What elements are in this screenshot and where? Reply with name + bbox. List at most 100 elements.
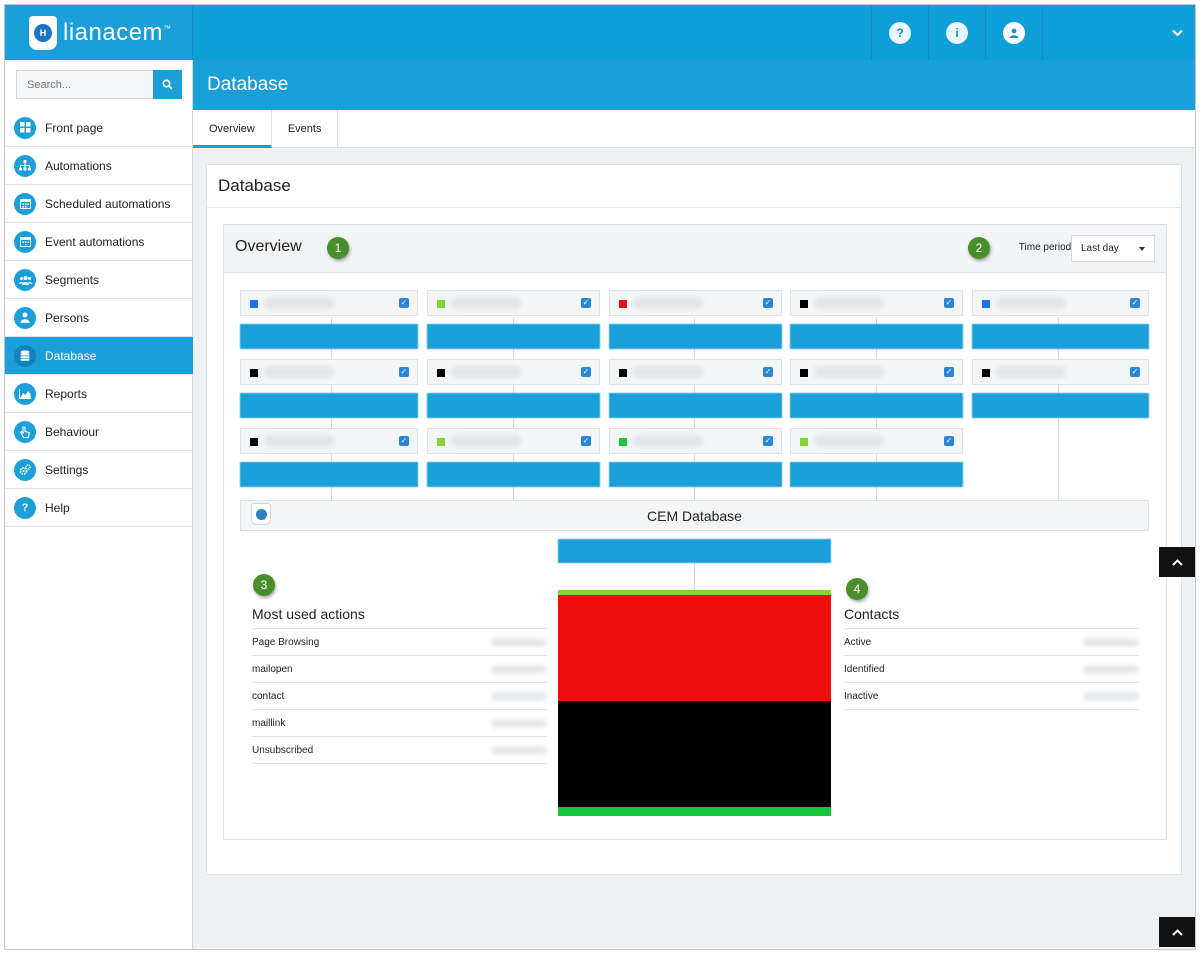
stack-block-3 (558, 701, 831, 807)
checkbox-checked-icon[interactable]: ✓ (581, 436, 591, 446)
users-group-icon (14, 268, 36, 291)
app-window: H lianacem™ ? i (4, 4, 1196, 950)
segment-item[interactable]: ✓ (427, 428, 600, 454)
tab-overview[interactable]: Overview (193, 110, 272, 148)
segment-item[interactable]: ✓ (240, 290, 418, 316)
segment-color-swatch (800, 438, 808, 446)
user-menu-toggle[interactable] (1042, 5, 1195, 60)
list-item: Active (844, 629, 1139, 656)
time-period-select[interactable]: Last day (1071, 235, 1155, 262)
help-button[interactable]: ? (871, 5, 928, 60)
checkbox-checked-icon[interactable]: ✓ (399, 298, 409, 308)
sidebar-item-front-page[interactable]: Front page (5, 109, 193, 147)
list-item: Unsubscribed (252, 737, 547, 764)
most-used-actions-title: Most used actions (252, 606, 365, 622)
checkbox-checked-icon[interactable]: ✓ (763, 298, 773, 308)
action-name: Unsubscribed (252, 744, 314, 756)
sidebar-item-label: Persons (45, 310, 90, 325)
sidebar-item-behaviour[interactable]: Behaviour (5, 413, 193, 451)
annotation-badge-1: 1 (327, 237, 349, 259)
segment-item[interactable]: ✓ (427, 359, 600, 385)
brand[interactable]: H lianacem™ (5, 5, 193, 60)
action-name: maillink (252, 717, 286, 729)
search-button[interactable] (153, 70, 182, 99)
search-input[interactable] (16, 70, 153, 99)
stack-block-1 (558, 590, 831, 595)
brand-logo-letter: H (34, 23, 52, 42)
segment-item[interactable]: ✓ (427, 290, 600, 316)
page-title: Database (193, 60, 1195, 110)
sidebar-item-segments[interactable]: Segments (5, 261, 193, 299)
segment-item[interactable]: ✓ (972, 359, 1149, 385)
checkbox-checked-icon[interactable]: ✓ (944, 436, 954, 446)
segment-name (814, 297, 884, 309)
checkbox-checked-icon[interactable]: ✓ (1130, 298, 1140, 308)
chevron-up-icon (1171, 558, 1183, 566)
sidebar-item-label: Database (45, 348, 97, 363)
segment-count-bar (427, 324, 600, 349)
segment-item[interactable]: ✓ (609, 290, 782, 316)
segment-count-bar (240, 462, 418, 487)
overview-title: Overview (235, 238, 302, 255)
tab-bar: Overview Events (193, 110, 1195, 148)
sidebar-item-automations[interactable]: Automations (5, 147, 193, 185)
scroll-to-top-button[interactable] (1159, 547, 1195, 577)
main-content: Database Overview Events Database Overvi… (193, 60, 1195, 949)
checkbox-checked-icon[interactable]: ✓ (944, 367, 954, 377)
segment-item[interactable]: ✓ (609, 359, 782, 385)
segment-item[interactable]: ✓ (972, 290, 1149, 316)
checkbox-checked-icon[interactable]: ✓ (581, 298, 591, 308)
segment-count-bar (609, 462, 782, 487)
segment-color-swatch (437, 300, 445, 308)
segment-color-swatch (250, 369, 258, 377)
segment-name (264, 435, 334, 447)
list-item: maillink (252, 710, 547, 737)
scroll-to-top-button-bottom[interactable] (1159, 917, 1195, 947)
contact-value (1083, 637, 1139, 647)
segment-count-bar (427, 462, 600, 487)
list-item: mailopen (252, 656, 547, 683)
brand-name-text: lianacem (63, 18, 164, 46)
search-box (16, 70, 182, 99)
annotation-badge-3: 3 (253, 574, 275, 596)
brand-trademark: ™ (163, 23, 172, 33)
info-button[interactable]: i (928, 5, 985, 60)
segment-item[interactable]: ✓ (790, 428, 963, 454)
checkbox-checked-icon[interactable]: ✓ (944, 298, 954, 308)
database-icon (14, 344, 36, 367)
cogs-icon (14, 458, 36, 481)
segment-item[interactable]: ✓ (240, 359, 418, 385)
segment-color-swatch (619, 438, 627, 446)
checkbox-checked-icon[interactable]: ✓ (763, 367, 773, 377)
sidebar-item-scheduled-automations[interactable]: Scheduled automations (5, 185, 193, 223)
database-panel: Database Overview 1 2 Time period: Last … (206, 164, 1182, 875)
top-bar: H lianacem™ ? i (5, 5, 1195, 60)
segment-item[interactable]: ✓ (609, 428, 782, 454)
segment-name (633, 366, 703, 378)
calendar-icon (14, 192, 36, 215)
segment-item[interactable]: ✓ (790, 359, 963, 385)
checkbox-checked-icon[interactable]: ✓ (399, 367, 409, 377)
sidebar-item-settings[interactable]: Settings (5, 451, 193, 489)
checkbox-checked-icon[interactable]: ✓ (1130, 367, 1140, 377)
sidebar-item-help[interactable]: ? Help (5, 489, 193, 527)
segment-item[interactable]: ✓ (790, 290, 963, 316)
sidebar-item-reports[interactable]: Reports (5, 375, 193, 413)
segment-item[interactable]: ✓ (240, 428, 418, 454)
sidebar-item-event-automations[interactable]: Event automations (5, 223, 193, 261)
checkbox-checked-icon[interactable]: ✓ (581, 367, 591, 377)
tab-events[interactable]: Events (272, 110, 339, 148)
segment-name (814, 366, 884, 378)
segment-count-bar (609, 393, 782, 418)
caret-down-icon (1139, 247, 1145, 251)
sidebar-item-persons[interactable]: Persons (5, 299, 193, 337)
segment-color-swatch (250, 438, 258, 446)
checkbox-checked-icon[interactable]: ✓ (763, 436, 773, 446)
user-button[interactable] (985, 5, 1042, 60)
top-icons: ? i (871, 5, 1195, 60)
overview-header: Overview 1 2 Time period: Last day (224, 225, 1166, 273)
chevron-up-icon (1171, 928, 1183, 936)
checkbox-checked-icon[interactable]: ✓ (399, 436, 409, 446)
cem-database-label: CEM Database (647, 508, 742, 524)
sidebar-item-database[interactable]: Database (5, 337, 193, 375)
